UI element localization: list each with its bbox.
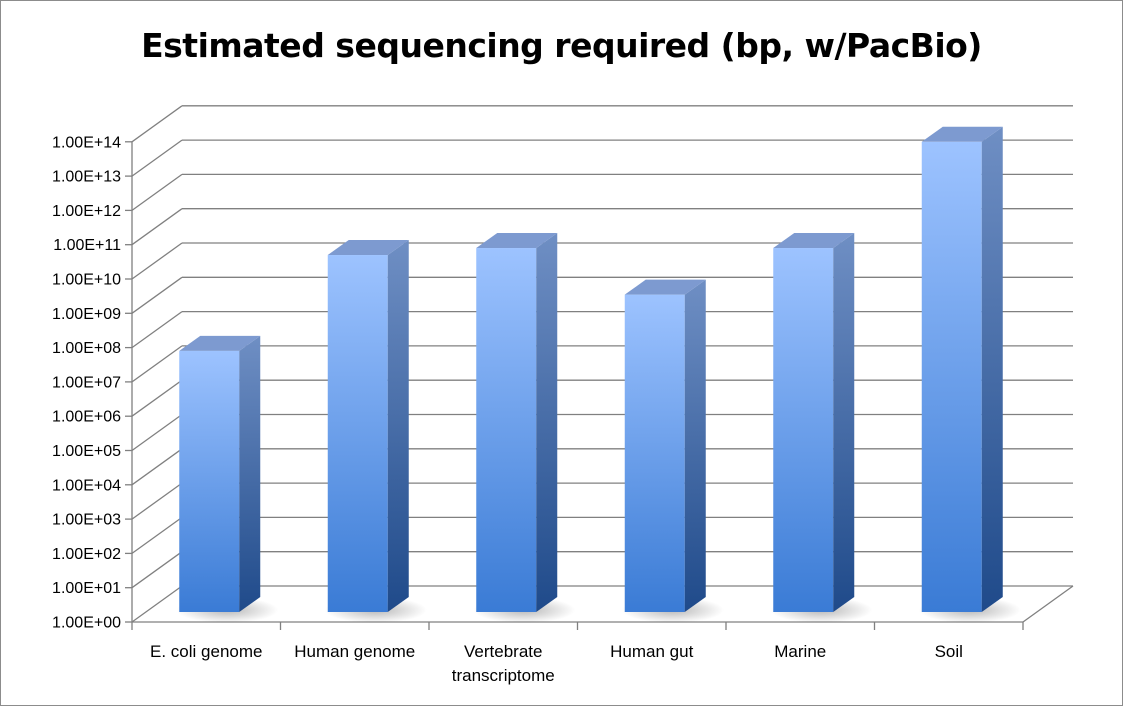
bar-side xyxy=(981,126,1003,613)
x-category-label: Human genome xyxy=(294,642,415,661)
y-tick-label: 1.00E+09 xyxy=(52,306,121,323)
gridline-diagonal xyxy=(131,208,183,246)
gridline-diagonal xyxy=(131,482,183,520)
x-category-label: transcriptome xyxy=(452,666,555,685)
bar xyxy=(476,233,558,612)
bar-front xyxy=(921,141,982,613)
y-tick-label: 1.00E+13 xyxy=(52,169,121,186)
bar-front xyxy=(624,294,685,612)
bar-side xyxy=(387,240,409,612)
gridline-diagonal xyxy=(131,551,183,589)
y-tick-label: 1.00E+01 xyxy=(52,580,121,597)
gridline-diagonal xyxy=(131,242,183,280)
bar-front xyxy=(476,248,537,612)
bar-side xyxy=(536,233,558,612)
gridline-diagonal xyxy=(131,173,183,211)
gridline-diagonal xyxy=(131,413,183,452)
floor-right-edge xyxy=(1022,585,1074,623)
gridline-diagonal xyxy=(131,448,183,486)
bar-top xyxy=(476,233,558,249)
bar-top xyxy=(921,126,1003,142)
y-tick-label: 1.00E+04 xyxy=(52,477,121,494)
labels-layer: 1.00E+00 1.00E+01 1.00E+02 1.00E+03 1.00E+04… xyxy=(52,134,963,685)
x-category-label: Soil xyxy=(935,642,963,661)
bar-top xyxy=(179,335,261,351)
gridline-diagonal xyxy=(131,105,183,143)
bar-top xyxy=(773,233,855,249)
y-tick-label: 1.00E+12 xyxy=(52,203,121,220)
bars-layer xyxy=(179,126,1003,613)
y-tick-label: 1.00E+10 xyxy=(52,272,121,289)
bar-top xyxy=(624,279,706,295)
bar-top xyxy=(327,240,409,256)
y-tick-label: 1.00E+06 xyxy=(52,409,121,426)
gridline-diagonal xyxy=(131,276,183,314)
x-category-label: Vertebrate xyxy=(464,642,542,661)
bar xyxy=(327,240,409,612)
chart-title: Estimated sequencing required (bp, w/Pac… xyxy=(141,26,982,65)
y-tick-label: 1.00E+05 xyxy=(52,443,121,460)
bar-front xyxy=(773,248,834,612)
shadow-layer xyxy=(176,597,1021,623)
y-tick-label: 1.00E+08 xyxy=(52,340,121,357)
bar xyxy=(921,126,1003,613)
y-tick-label: 1.00E+02 xyxy=(52,546,121,563)
bar-front xyxy=(327,255,388,612)
x-category-label: E. coli genome xyxy=(150,642,262,661)
y-tick-label: 1.00E+11 xyxy=(53,237,121,254)
gridline-diagonal xyxy=(131,139,183,177)
x-category-label: Human gut xyxy=(610,642,693,661)
bar xyxy=(179,335,261,612)
gridline-diagonal xyxy=(131,345,183,383)
bar xyxy=(624,279,706,612)
bar xyxy=(773,233,855,612)
y-tick-label: 1.00E+03 xyxy=(52,512,121,529)
y-tick-label: 1.00E+07 xyxy=(52,374,121,391)
bar-front xyxy=(179,350,240,612)
gridline-diagonal xyxy=(131,516,183,554)
y-tick-label: 1.00E+00 xyxy=(52,615,121,632)
bar-side xyxy=(684,279,706,612)
gridline-diagonal xyxy=(131,379,183,417)
x-category-label: Marine xyxy=(774,642,826,661)
y-tick-label: 1.00E+14 xyxy=(52,134,121,151)
gridline-diagonal xyxy=(131,585,183,623)
gridline-diagonal xyxy=(131,311,183,349)
bar-side xyxy=(239,335,261,612)
bar-side xyxy=(833,233,855,612)
